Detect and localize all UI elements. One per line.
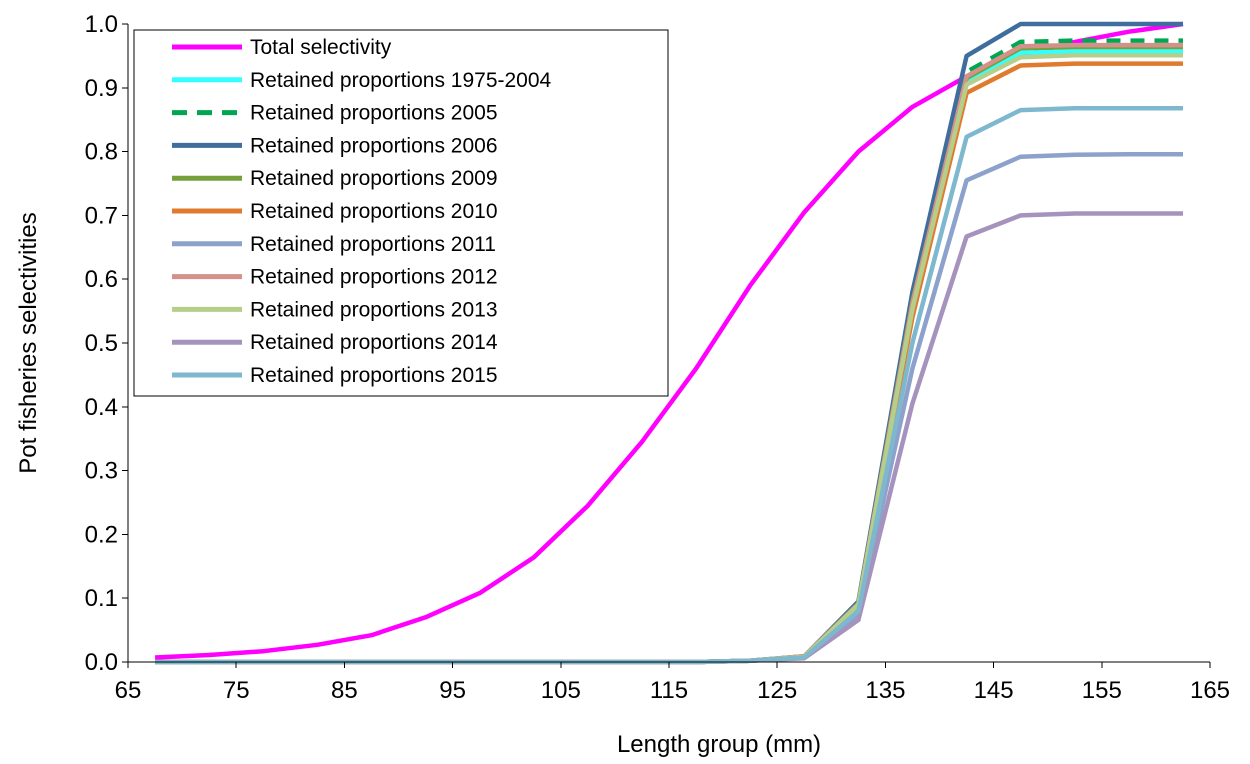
y-tick-label: 0.1 <box>85 585 118 612</box>
x-tick-label: 165 <box>1190 677 1230 704</box>
y-tick-label: 0.4 <box>85 394 118 421</box>
x-tick-label: 75 <box>223 677 250 704</box>
x-tick-label: 105 <box>541 677 581 704</box>
x-tick-label: 155 <box>1082 677 1122 704</box>
legend-label-5: Retained proportions 2010 <box>250 200 498 223</box>
y-axis-title: Pot fisheries selectivities <box>15 212 42 473</box>
legend-label-10: Retained proportions 2015 <box>250 364 498 387</box>
legend-label-0: Total selectivity <box>250 36 392 59</box>
legend-label-2: Retained proportions 2005 <box>250 102 498 125</box>
y-tick-label: 0.6 <box>85 266 118 293</box>
legend-label-6: Retained proportions 2011 <box>250 233 496 256</box>
legend-label-7: Retained proportions 2012 <box>250 266 498 289</box>
legend-label-3: Retained proportions 2006 <box>250 134 498 157</box>
x-tick-label: 135 <box>865 677 905 704</box>
y-tick-label: 0.9 <box>85 75 118 102</box>
y-tick-label: 1.0 <box>85 11 118 38</box>
y-tick-label: 0.8 <box>85 139 118 166</box>
legend-label-8: Retained proportions 2013 <box>250 298 498 321</box>
y-tick-label: 0.3 <box>85 458 118 485</box>
legend-label-1: Retained proportions 1975-2004 <box>250 69 552 92</box>
x-tick-label: 125 <box>757 677 797 704</box>
axes-layer: 0.0 0.1 0.2 0.3 0.4 0.5 0.6 0.7 0.8 0.9 1.0 65 75 85 9… <box>85 11 1230 704</box>
x-tick-label: 65 <box>115 677 142 704</box>
x-tick-label: 115 <box>650 677 688 704</box>
x-axis-title: Length group (mm) <box>617 731 821 758</box>
x-tick-label: 95 <box>439 677 466 704</box>
y-tick-label: 0.5 <box>85 330 118 357</box>
x-tick-label: 85 <box>331 677 358 704</box>
legend-label-9: Retained proportions 2014 <box>250 331 498 354</box>
legend: Total selectivity Retained proportions 19… <box>133 29 669 397</box>
y-tick-label: 0.7 <box>85 202 118 229</box>
x-tick-label: 145 <box>974 677 1014 704</box>
y-tick-label: 0.0 <box>85 649 118 676</box>
legend-label-4: Retained proportions 2009 <box>250 167 498 190</box>
y-tick-label: 0.2 <box>85 521 118 548</box>
